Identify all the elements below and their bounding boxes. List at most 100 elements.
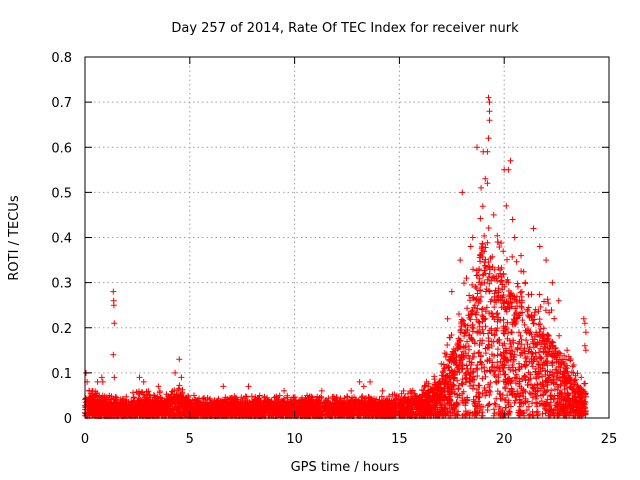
- data-point: [514, 280, 521, 287]
- data-point: [529, 317, 536, 324]
- data-point: [579, 404, 586, 411]
- data-point: [528, 381, 534, 388]
- data-point: [502, 376, 509, 383]
- data-point: [498, 396, 505, 402]
- data-point: [164, 396, 171, 403]
- data-point: [570, 386, 577, 393]
- data-point: [521, 321, 528, 328]
- data-point: [486, 367, 493, 374]
- data-point: [556, 400, 563, 407]
- data-point: [469, 354, 476, 360]
- data-point: [429, 398, 436, 405]
- data-point: [481, 232, 488, 239]
- data-point: [487, 298, 494, 305]
- data-point: [558, 390, 565, 396]
- data-point: [425, 388, 431, 395]
- data-point: [512, 305, 519, 312]
- data-point: [176, 382, 183, 389]
- data-point: [448, 359, 455, 366]
- data-point: [567, 357, 574, 364]
- data-point: [512, 310, 519, 317]
- data-point: [490, 338, 497, 345]
- data-point: [494, 310, 501, 317]
- data-point: [485, 338, 492, 344]
- data-point: [461, 411, 467, 418]
- data-point: [495, 378, 502, 384]
- data-point: [250, 398, 257, 405]
- data-point: [220, 399, 227, 406]
- data-point: [503, 308, 510, 315]
- data-point: [459, 381, 466, 388]
- data-point: [542, 307, 549, 314]
- data-point: [459, 318, 466, 324]
- data-point: [477, 287, 484, 294]
- data-point: [446, 396, 453, 403]
- data-point: [406, 401, 413, 408]
- data-point: [487, 379, 494, 386]
- scatter-points: [82, 94, 589, 419]
- data-point: [88, 395, 95, 402]
- data-point: [268, 401, 275, 408]
- data-point: [540, 325, 547, 332]
- data-point: [261, 393, 268, 400]
- data-point: [555, 359, 562, 366]
- data-point: [304, 392, 311, 399]
- data-point: [464, 338, 471, 345]
- data-point: [555, 384, 562, 391]
- data-point: [537, 355, 544, 362]
- data-point: [134, 398, 141, 405]
- data-point: [508, 343, 515, 350]
- data-point: [489, 363, 496, 370]
- data-point: [577, 384, 584, 391]
- data-point: [140, 392, 147, 398]
- data-point: [332, 397, 339, 404]
- data-point: [526, 390, 533, 396]
- data-point: [501, 283, 508, 290]
- data-point: [515, 283, 521, 290]
- data-point: [542, 400, 549, 407]
- data-point: [506, 375, 513, 382]
- data-point: [527, 411, 534, 418]
- data-point: [273, 393, 280, 400]
- data-point: [509, 329, 515, 336]
- data-point: [473, 386, 480, 393]
- data-point: [418, 397, 424, 404]
- data-point: [449, 348, 456, 355]
- data-point: [464, 305, 471, 312]
- data-point: [486, 392, 493, 398]
- data-point: [191, 409, 198, 416]
- data-point: [476, 275, 483, 282]
- data-point: [473, 309, 480, 316]
- data-point: [481, 267, 488, 274]
- data-point: [433, 390, 440, 397]
- data-point: [453, 402, 460, 409]
- data-point: [471, 340, 478, 347]
- data-point: [500, 316, 507, 323]
- data-point: [175, 385, 182, 392]
- data-point: [473, 316, 480, 323]
- data-point: [486, 355, 493, 362]
- data-point: [556, 332, 563, 339]
- data-point: [130, 394, 137, 401]
- data-point: [133, 407, 140, 413]
- data-point: [492, 367, 499, 374]
- data-point: [356, 402, 363, 409]
- data-point: [466, 355, 473, 362]
- data-point: [171, 399, 178, 406]
- data-point: [494, 338, 501, 345]
- data-point: [225, 404, 232, 411]
- data-point: [508, 351, 515, 358]
- data-point: [474, 402, 481, 409]
- data-point: [288, 396, 295, 403]
- data-point: [495, 371, 502, 378]
- data-point: [543, 353, 550, 360]
- data-point: [539, 410, 546, 417]
- data-point: [522, 363, 529, 370]
- data-point: [516, 410, 523, 417]
- data-point: [478, 403, 485, 410]
- data-point: [557, 381, 564, 388]
- data-point: [336, 407, 343, 414]
- data-point: [308, 397, 315, 403]
- data-point: [482, 244, 489, 251]
- data-point: [573, 408, 579, 415]
